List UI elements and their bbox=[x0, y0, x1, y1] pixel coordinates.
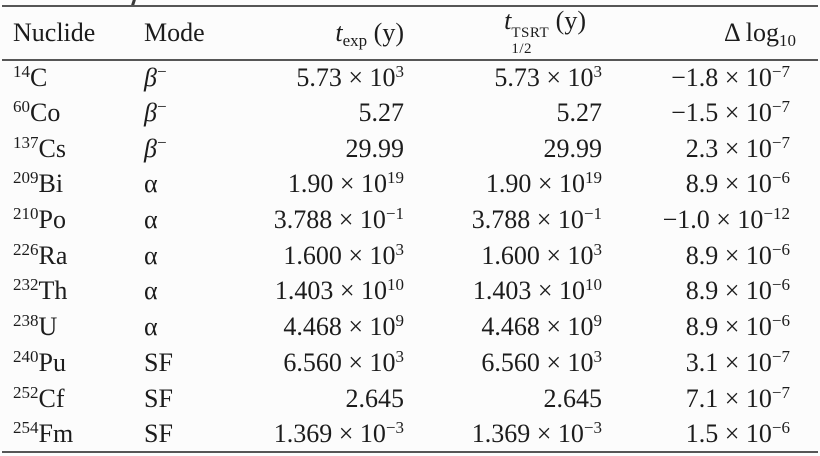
t-exp-cell: 1.403 × 1010 bbox=[274, 275, 404, 306]
t-exp-cell: 1.90 × 1019 bbox=[287, 168, 404, 199]
t-exp-cell: 1.369 × 10−3 bbox=[273, 417, 404, 448]
table-row: 254Fm SF 1.369 × 10−3 1.369 × 10−3 1.5 × 10−… bbox=[2, 416, 818, 452]
mode-cell: α bbox=[144, 276, 158, 306]
t-half-cell: 5.27 bbox=[556, 98, 603, 128]
nuclide-cell: 254Fm bbox=[13, 417, 74, 448]
mode-cell: β− bbox=[144, 97, 167, 128]
col-header-mode: Mode bbox=[144, 17, 205, 47]
table-row: 137Cs β− 29.99 29.99 2.3 × 10−7 bbox=[2, 131, 818, 167]
mode-cell: β− bbox=[144, 61, 167, 92]
nuclide-cell: 240Pu bbox=[13, 346, 66, 377]
mode-cell: α bbox=[144, 312, 158, 342]
nuclide-cell: 14C bbox=[13, 61, 48, 92]
mode-cell: SF bbox=[144, 383, 173, 413]
t-exp-cell: 5.27 bbox=[358, 98, 405, 128]
nuclide-cell: 252Cf bbox=[13, 382, 65, 413]
t-half-cell: 1.403 × 1010 bbox=[472, 275, 602, 306]
table-row: 238U α 4.468 × 109 4.468 × 109 8.9 × 10−6 bbox=[2, 309, 818, 345]
delta-cell: 7.1 × 10−7 bbox=[685, 382, 790, 413]
col-header-nuclide: Nuclide bbox=[13, 17, 96, 47]
t-exp-cell: 3.788 × 10−1 bbox=[273, 204, 404, 235]
table-row: 240Pu SF 6.560 × 103 6.560 × 103 3.1 × 10−7 bbox=[2, 345, 818, 381]
mode-cell: SF bbox=[144, 347, 173, 377]
delta-cell: 8.9 × 10−6 bbox=[685, 311, 790, 342]
mode-cell: α bbox=[144, 240, 158, 270]
table-row: 14C β− 5.73 × 103 5.73 × 103 −1.8 × 10−7 bbox=[2, 60, 818, 96]
col-header-delta-log: Δ log10 bbox=[604, 6, 818, 60]
table-row: 232Th α 1.403 × 1010 1.403 × 1010 8.9 × 10−6 bbox=[2, 274, 818, 310]
col-header-t-exp: texp (y) bbox=[210, 6, 406, 60]
t-half-cell: 1.90 × 1019 bbox=[485, 168, 602, 199]
nuclide-cell: 232Th bbox=[13, 275, 68, 306]
col-header-t-half: t TSRT 1/2 (y) bbox=[406, 6, 604, 60]
mode-cell: β− bbox=[144, 132, 167, 163]
table-row: 210Po α 3.788 × 10−1 3.788 × 10−1 −1.0 × 10−… bbox=[2, 202, 818, 238]
delta-cell: 2.3 × 10−7 bbox=[685, 132, 790, 163]
delta-log-subscript: 10 bbox=[779, 30, 796, 50]
table-row: 226Ra α 1.600 × 103 1.600 × 103 8.9 × 10−6 bbox=[2, 238, 818, 274]
t-exp-unit: (y) bbox=[373, 17, 404, 47]
delta-cell: −1.0 × 10−12 bbox=[662, 204, 790, 235]
delta-cell: 1.5 × 10−6 bbox=[685, 417, 790, 448]
t-half-cell: 29.99 bbox=[543, 133, 603, 163]
delta-cell: 8.9 × 10−6 bbox=[685, 239, 790, 270]
mode-cell: α bbox=[144, 205, 158, 235]
t-half-superscript: TSRT bbox=[511, 25, 550, 41]
t-half-cell: 1.600 × 103 bbox=[481, 239, 602, 270]
delta-cell: −1.8 × 10−7 bbox=[671, 61, 790, 92]
t-half-scripts: TSRT 1/2 bbox=[511, 25, 550, 58]
t-exp-subscript: exp bbox=[342, 30, 368, 50]
mode-cell: α bbox=[144, 169, 158, 199]
nuclide-cell: 210Po bbox=[13, 204, 66, 235]
t-half-cell: 2.645 bbox=[543, 383, 603, 413]
nuclide-cell: 209Bi bbox=[13, 168, 64, 199]
t-half-symbol: t bbox=[504, 6, 512, 35]
table-row: 209Bi α 1.90 × 1019 1.90 × 1019 8.9 × 10−6 bbox=[2, 167, 818, 203]
t-exp-cell: 2.645 bbox=[345, 383, 405, 413]
t-half-cell: 6.560 × 103 bbox=[481, 346, 602, 377]
table-body: 14C β− 5.73 × 103 5.73 × 103 −1.8 × 10−7 60Co… bbox=[2, 60, 818, 453]
halflife-table: Nuclide Mode texp (y) t TSRT 1/2 (y) Δ log… bbox=[2, 5, 818, 454]
table-row: 60Co β− 5.27 5.27 −1.5 × 10−7 bbox=[2, 95, 818, 131]
t-exp-cell: 29.99 bbox=[345, 133, 405, 163]
delta-cell: 3.1 × 10−7 bbox=[685, 346, 790, 377]
t-half-cell: 4.468 × 109 bbox=[481, 311, 602, 342]
nuclide-cell: 238U bbox=[13, 311, 58, 342]
delta-cell: 8.9 × 10−6 bbox=[685, 168, 790, 199]
t-exp-symbol: t bbox=[335, 17, 343, 47]
t-half-unit: (y) bbox=[555, 6, 586, 35]
t-half-cell: 5.73 × 103 bbox=[494, 61, 602, 92]
t-exp-cell: 6.560 × 103 bbox=[283, 346, 404, 377]
table-row: 252Cf SF 2.645 2.645 7.1 × 10−7 bbox=[2, 381, 818, 417]
delta-cell: −1.5 × 10−7 bbox=[671, 97, 790, 128]
delta-log-symbol: Δ log bbox=[723, 17, 779, 47]
t-exp-cell: 5.73 × 103 bbox=[296, 61, 404, 92]
mode-cell: SF bbox=[144, 418, 173, 448]
nuclide-cell: 60Co bbox=[13, 97, 61, 128]
t-half-cell: 3.788 × 10−1 bbox=[471, 204, 602, 235]
t-exp-cell: 4.468 × 109 bbox=[283, 311, 404, 342]
t-exp-cell: 1.600 × 103 bbox=[283, 239, 404, 270]
t-half-cell: 1.369 × 10−3 bbox=[471, 417, 602, 448]
table-header: Nuclide Mode texp (y) t TSRT 1/2 (y) Δ log… bbox=[2, 6, 818, 60]
nuclide-cell: 137Cs bbox=[13, 132, 66, 163]
nuclide-cell: 226Ra bbox=[13, 239, 68, 270]
delta-cell: 8.9 × 10−6 bbox=[685, 275, 790, 306]
header-row: Nuclide Mode texp (y) t TSRT 1/2 (y) Δ log… bbox=[2, 6, 818, 60]
t-half-subscript: 1/2 bbox=[511, 40, 533, 57]
